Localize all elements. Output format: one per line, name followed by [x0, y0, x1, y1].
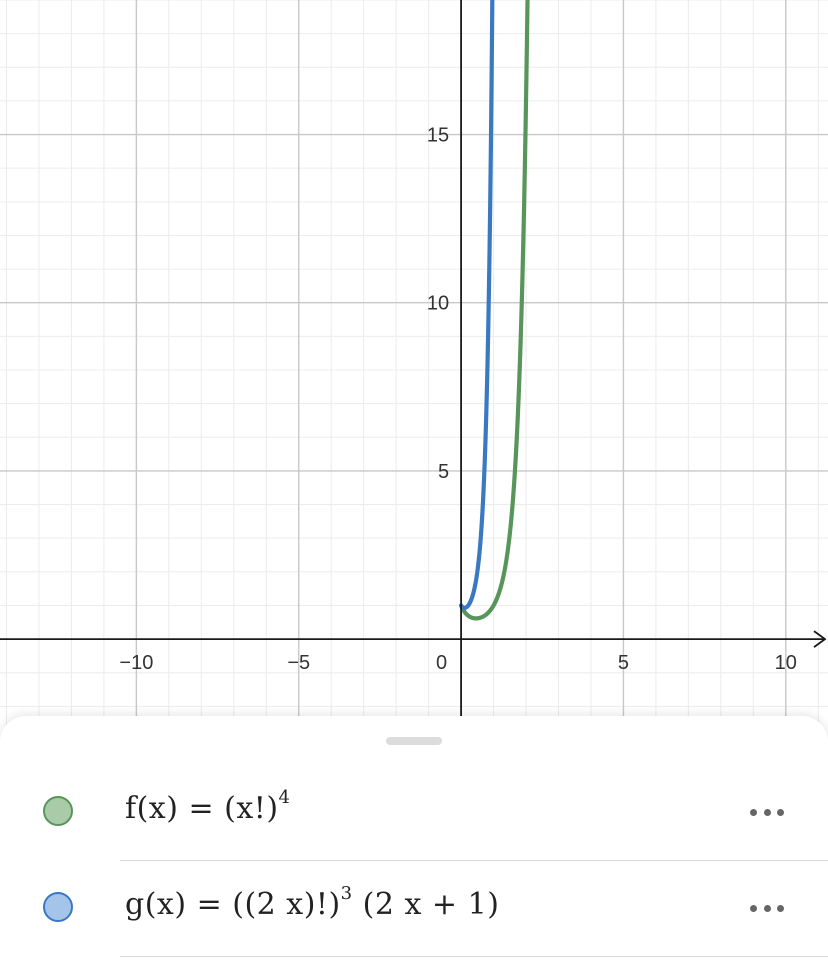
more-horizontal-icon: [750, 904, 757, 912]
expression-f-text: f(x) = (x!): [125, 791, 279, 826]
x-tick-label: −5: [287, 652, 310, 674]
x-tick-label: −10: [119, 652, 153, 674]
x-tick-label: 5: [618, 652, 629, 674]
expression-g-exponent: 3: [340, 883, 353, 904]
more-dot: [777, 808, 784, 816]
more-dot: [763, 904, 771, 912]
more-options-button-f[interactable]: [750, 797, 784, 827]
graph-canvas[interactable]: −10 −5 5 10 5 10 15 0: [0, 0, 828, 740]
major-grid: [0, 0, 828, 740]
minor-grid: [0, 0, 828, 740]
axes: [0, 0, 827, 740]
visibility-toggle-f[interactable]: [43, 796, 73, 826]
expression-g-text: g(x) = ((2 x)!): [125, 887, 341, 922]
row-divider: [120, 956, 828, 957]
y-tick-label: 5: [438, 461, 449, 483]
x-axis-arrow-icon: [813, 630, 827, 648]
expression-f[interactable]: f(x) = (x!)4: [125, 787, 290, 826]
curve-f: [458, 0, 530, 621]
expression-f-exponent: 4: [278, 787, 291, 808]
x-tick-label: 10: [775, 652, 797, 674]
expression-g[interactable]: g(x) = ((2 x)!)3 (2 x + 1): [125, 883, 500, 922]
algebra-item-g[interactable]: g(x) = ((2 x)!)3 (2 x + 1): [0, 861, 828, 957]
more-dot: [763, 808, 771, 816]
y-tick-label: 10: [427, 293, 449, 315]
graph-svg[interactable]: −10 −5 5 10 5 10 15 0: [0, 0, 828, 740]
origin-label: 0: [436, 652, 447, 674]
algebra-panel: f(x) = (x!)4 g(x) = ((2 x)!)3 (2 x + 1): [0, 716, 828, 976]
visibility-toggle-g[interactable]: [43, 892, 73, 922]
tick-labels: −10 −5 5 10 5 10 15 0: [119, 125, 797, 675]
y-tick-label: 15: [427, 125, 449, 147]
curve-g: [458, 0, 495, 610]
function-curves: [458, 0, 530, 621]
more-horizontal-icon: [750, 808, 757, 816]
more-dot: [777, 904, 784, 912]
algebra-item-f[interactable]: f(x) = (x!)4: [0, 765, 828, 861]
more-options-button-g[interactable]: [750, 893, 784, 923]
drag-handle[interactable]: [386, 737, 442, 745]
expression-g-suffix: (2 x + 1): [352, 887, 500, 922]
row-divider: [120, 860, 828, 861]
